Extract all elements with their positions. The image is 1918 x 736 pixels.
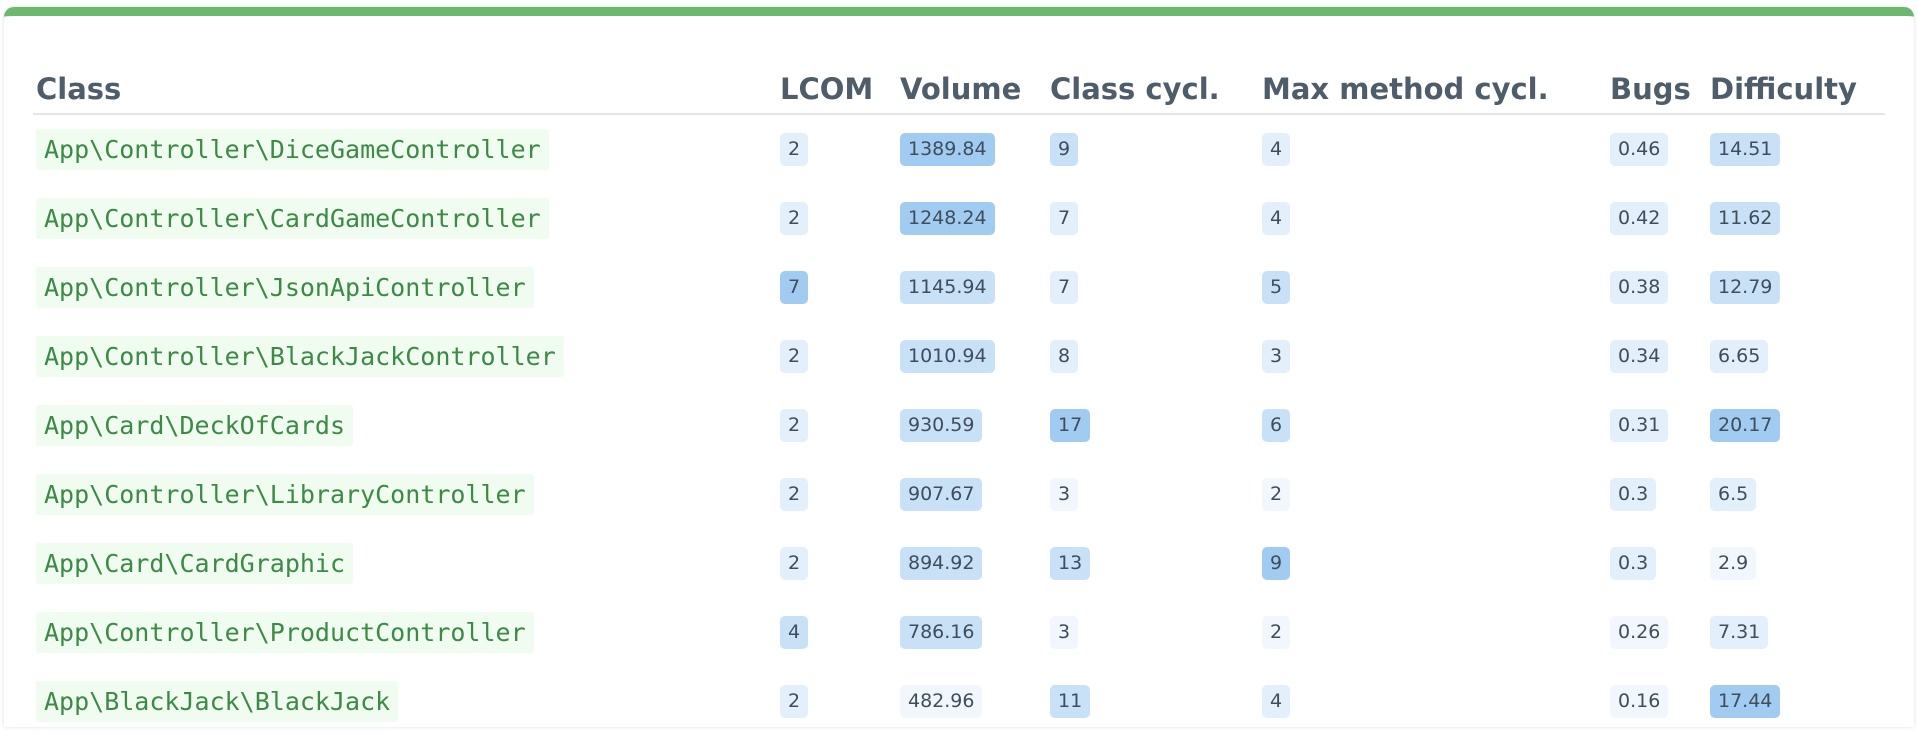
class-name: App\BlackJack\BlackJack (36, 681, 399, 722)
class-name: App\Card\CardGraphic (36, 543, 354, 584)
max-method-cycl-value: 3 (1262, 340, 1291, 373)
max-method-cycl-value: 6 (1262, 409, 1291, 442)
class-metrics-table: Class LCOM Volume Class cycl. Max method… (33, 64, 1885, 736)
volume-value: 1248.24 (900, 202, 995, 235)
class-cycl-value: 11 (1050, 685, 1091, 718)
difficulty-value: 6.5 (1710, 478, 1757, 511)
class-name: App\Controller\BlackJackController (36, 336, 564, 377)
bugs-value: 0.3 (1610, 547, 1657, 580)
volume-value: 482.96 (900, 685, 983, 718)
max-method-cycl-value: 4 (1262, 685, 1291, 718)
volume-value: 1010.94 (900, 340, 995, 373)
table-row: App\Controller\ProductController 4 786.1… (33, 598, 1885, 667)
difficulty-value: 17.44 (1710, 685, 1781, 718)
table-header-row: Class LCOM Volume Class cycl. Max method… (33, 64, 1885, 115)
table-row: App\Controller\BlackJackController 2 101… (33, 322, 1885, 391)
max-method-cycl-value: 2 (1262, 478, 1291, 511)
column-header-volume[interactable]: Volume (897, 64, 1047, 115)
class-name: App\Controller\CardGameController (36, 198, 549, 239)
class-name: App\Card\DeckOfCards (36, 405, 354, 446)
class-cycl-value: 13 (1050, 547, 1091, 580)
lcom-value: 2 (780, 133, 809, 166)
difficulty-value: 20.17 (1710, 409, 1781, 442)
difficulty-value: 6.65 (1710, 340, 1769, 373)
lcom-value: 2 (780, 547, 809, 580)
bugs-value: 0.46 (1610, 133, 1669, 166)
table-row: App\Card\DeckOfCards 2 930.59 17 6 0.31 … (33, 391, 1885, 460)
lcom-value: 2 (780, 202, 809, 235)
class-name: App\Controller\ProductController (36, 612, 534, 653)
table-row: App\Controller\LibraryController 2 907.6… (33, 460, 1885, 529)
max-method-cycl-value: 4 (1262, 202, 1291, 235)
volume-value: 907.67 (900, 478, 983, 511)
class-name: App\Controller\LibraryController (36, 474, 534, 515)
lcom-value: 2 (780, 340, 809, 373)
lcom-value: 2 (780, 409, 809, 442)
volume-value: 894.92 (900, 547, 983, 580)
volume-value: 930.59 (900, 409, 983, 442)
column-header-difficulty[interactable]: Difficulty (1707, 64, 1885, 115)
bugs-value: 0.42 (1610, 202, 1669, 235)
difficulty-value: 7.31 (1710, 616, 1769, 649)
bugs-value: 0.38 (1610, 271, 1669, 304)
class-cycl-value: 9 (1050, 133, 1079, 166)
table-row: App\Controller\JsonApiController 7 1145.… (33, 253, 1885, 322)
column-header-max-method-cycl[interactable]: Max method cycl. (1259, 64, 1607, 115)
difficulty-value: 2.9 (1710, 547, 1757, 580)
lcom-value: 2 (780, 685, 809, 718)
lcom-value: 7 (780, 271, 809, 304)
volume-value: 786.16 (900, 616, 983, 649)
volume-value: 1389.84 (900, 133, 995, 166)
class-cycl-value: 3 (1050, 478, 1079, 511)
volume-value: 1145.94 (900, 271, 995, 304)
max-method-cycl-value: 2 (1262, 616, 1291, 649)
table-row: App\Controller\DiceGameController 2 1389… (33, 114, 1885, 184)
table-row: App\Controller\CardGameController 2 1248… (33, 184, 1885, 253)
lcom-value: 4 (780, 616, 809, 649)
class-cycl-value: 3 (1050, 616, 1079, 649)
bugs-value: 0.26 (1610, 616, 1669, 649)
max-method-cycl-value: 9 (1262, 547, 1291, 580)
table-row: App\BlackJack\BlackJack 2 482.96 11 4 0.… (33, 667, 1885, 736)
class-name: App\Controller\JsonApiController (36, 267, 534, 308)
lcom-value: 2 (780, 478, 809, 511)
difficulty-value: 14.51 (1710, 133, 1781, 166)
table-row: App\Card\CardGraphic 2 894.92 13 9 0.3 2… (33, 529, 1885, 598)
column-header-class[interactable]: Class (33, 64, 777, 115)
bugs-value: 0.31 (1610, 409, 1669, 442)
column-header-class-cycl[interactable]: Class cycl. (1047, 64, 1259, 115)
metrics-panel: Class LCOM Volume Class cycl. Max method… (4, 7, 1914, 727)
class-cycl-value: 7 (1050, 202, 1079, 235)
class-cycl-value: 7 (1050, 271, 1079, 304)
max-method-cycl-value: 5 (1262, 271, 1291, 304)
column-header-bugs[interactable]: Bugs (1607, 64, 1707, 115)
bugs-value: 0.3 (1610, 478, 1657, 511)
class-cycl-value: 17 (1050, 409, 1091, 442)
class-cycl-value: 8 (1050, 340, 1079, 373)
bugs-value: 0.34 (1610, 340, 1669, 373)
difficulty-value: 11.62 (1710, 202, 1781, 235)
difficulty-value: 12.79 (1710, 271, 1781, 304)
max-method-cycl-value: 4 (1262, 133, 1291, 166)
column-header-lcom[interactable]: LCOM (777, 64, 897, 115)
bugs-value: 0.16 (1610, 685, 1669, 718)
class-name: App\Controller\DiceGameController (36, 129, 549, 170)
